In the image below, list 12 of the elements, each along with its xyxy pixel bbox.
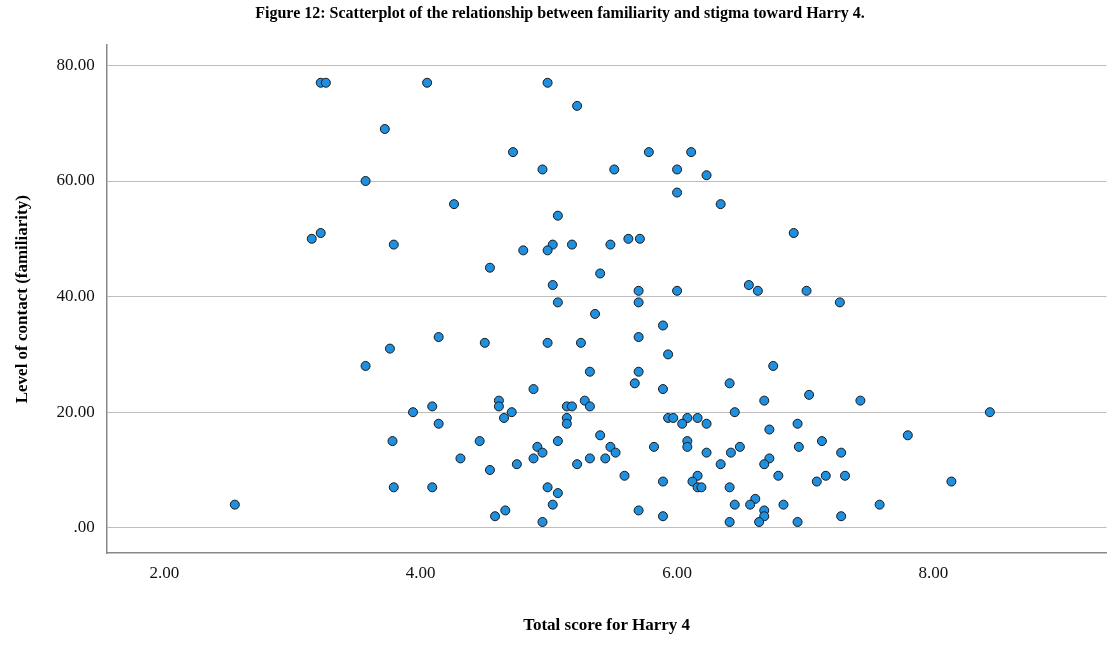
- chart-title: Figure 12: Scatterplot of the relationship between familiarity and stigma toward Harry 4.: [255, 3, 865, 22]
- x-axis-title: Total score for Harry 4: [523, 615, 691, 635]
- x-tick-label: 8.00: [918, 562, 949, 582]
- x-tick-label: 6.00: [662, 562, 692, 582]
- y-axis-title: Level of contact (familiarity): [11, 195, 31, 404]
- y-tick-label: 20.00: [56, 401, 95, 421]
- x-tick-label: 4.00: [405, 562, 436, 582]
- y-tick-label: .00: [73, 517, 95, 537]
- x-tick-label: 2.00: [149, 562, 180, 582]
- y-tick-label: 40.00: [56, 286, 95, 306]
- y-tick-label: 80.00: [56, 54, 95, 74]
- y-tick-label: 60.00: [56, 170, 95, 190]
